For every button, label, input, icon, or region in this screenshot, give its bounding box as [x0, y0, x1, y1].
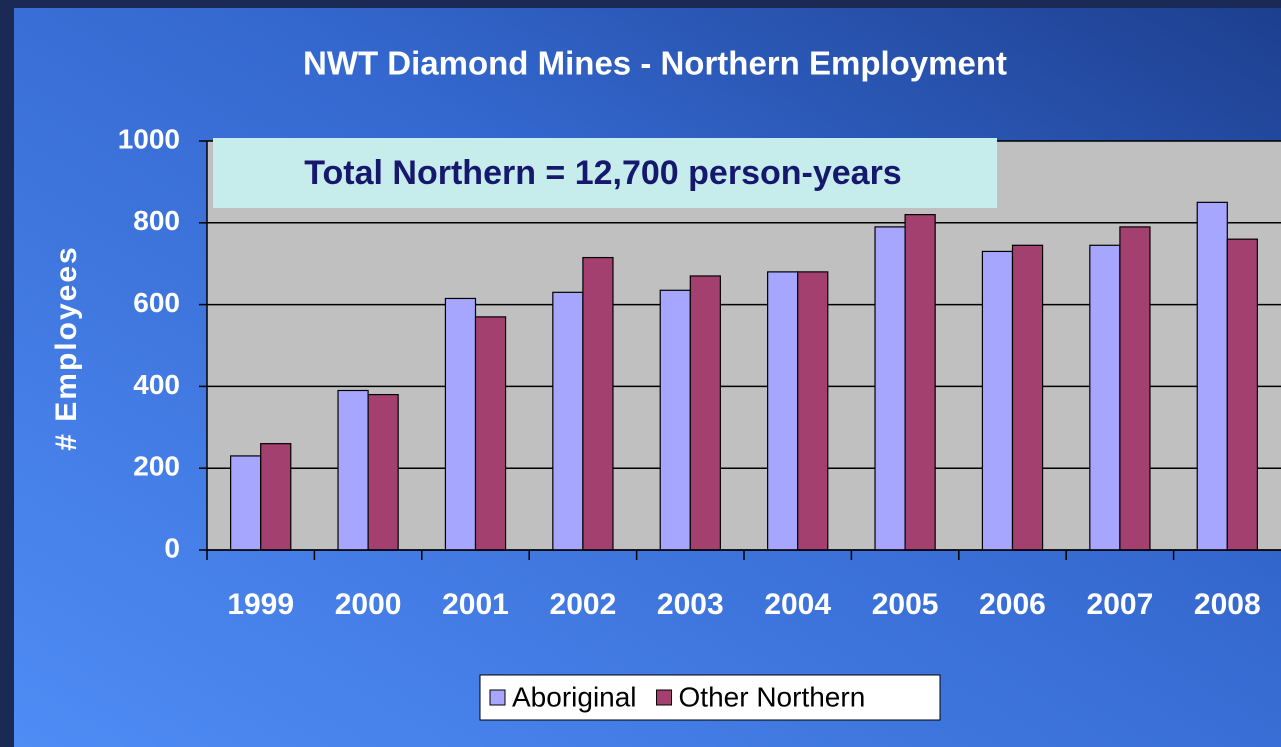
bar [1119, 226, 1151, 551]
x-tick-label: 2008 [1194, 588, 1261, 621]
bar [981, 250, 1014, 551]
bar [1011, 244, 1044, 551]
legend-label: Other Northern [679, 681, 866, 712]
bar [444, 297, 477, 551]
bar [230, 455, 262, 551]
chart-title: NWT Diamond Mines - Northern Employment [303, 45, 1007, 82]
marks: 0 200 400 600 800 1000 1999 2000 2001 2002 2003 200… [118, 123, 1281, 621]
bar [797, 271, 829, 551]
x-tick-label: 2005 [872, 588, 939, 621]
bar [260, 443, 292, 551]
bar [689, 275, 721, 551]
bar [904, 214, 936, 551]
y-tick-label: 0 [164, 532, 180, 563]
bar [337, 389, 369, 551]
x-tick-label: 2006 [979, 588, 1046, 621]
x-tick-label: 2007 [1087, 588, 1154, 621]
annotation: Total Northern = 12,700 person-years [304, 154, 901, 192]
y-tick-label: 600 [133, 287, 180, 318]
y-axis-label: # Employees [50, 245, 83, 450]
bar [659, 289, 691, 551]
legend [479, 674, 941, 721]
y-tick-label: 800 [133, 205, 180, 236]
y-tick-label: 200 [133, 451, 180, 482]
legend-items: Aboriginal Other Northern [489, 681, 866, 712]
legend-swatch [489, 689, 506, 706]
bar [552, 291, 584, 551]
x-tick-label: 2004 [764, 588, 831, 621]
y-tick-label: 1000 [118, 123, 180, 154]
legend-label: Aboriginal [512, 681, 637, 712]
bar [582, 256, 614, 551]
bar [1226, 238, 1258, 551]
y-tick-label: 400 [133, 369, 180, 400]
x-tick-label: 1999 [227, 588, 294, 621]
bar [367, 393, 399, 551]
x-tick-label: 2001 [442, 588, 509, 621]
x-tick-label: 2002 [550, 588, 617, 621]
annotation-box [213, 138, 997, 208]
bar [1196, 201, 1228, 551]
x-tick-label: 2003 [657, 588, 724, 621]
bar [1089, 244, 1121, 551]
bar [874, 226, 906, 551]
bar [767, 271, 799, 551]
x-tick-label: 2000 [335, 588, 402, 621]
legend-swatch [656, 689, 673, 706]
bar [474, 316, 507, 551]
